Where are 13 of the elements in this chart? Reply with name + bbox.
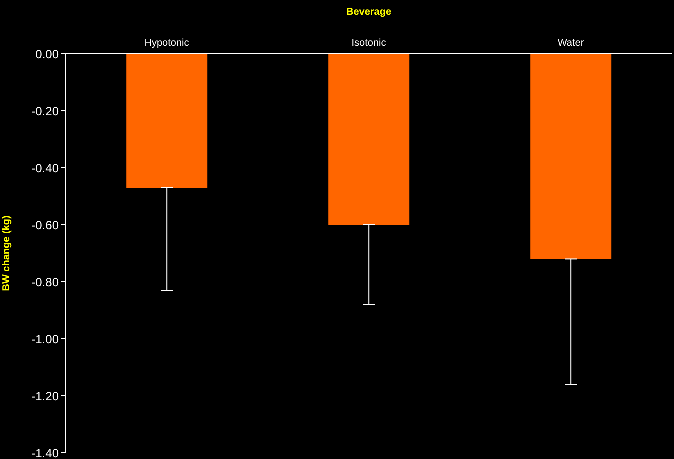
y-tick-label: -0.80: [32, 275, 60, 290]
x-tick-label: Isotonic: [352, 38, 386, 49]
y-tick-label: -0.20: [32, 104, 60, 118]
x-tick-label: Water: [558, 38, 585, 49]
x-tick-label: Hypotonic: [144, 38, 190, 49]
y-tick-label: -0.60: [32, 218, 60, 232]
y-axis-title: BW change (kg): [2, 216, 13, 292]
x-axis-title: Beverage: [346, 7, 392, 18]
y-tick-label: -1.00: [32, 332, 60, 346]
y-tick-label: -1.40: [32, 446, 60, 459]
y-tick-label: 0.00: [36, 47, 60, 62]
y-tick-label: -0.40: [32, 161, 60, 176]
y-tick-label: -1.20: [32, 389, 60, 404]
